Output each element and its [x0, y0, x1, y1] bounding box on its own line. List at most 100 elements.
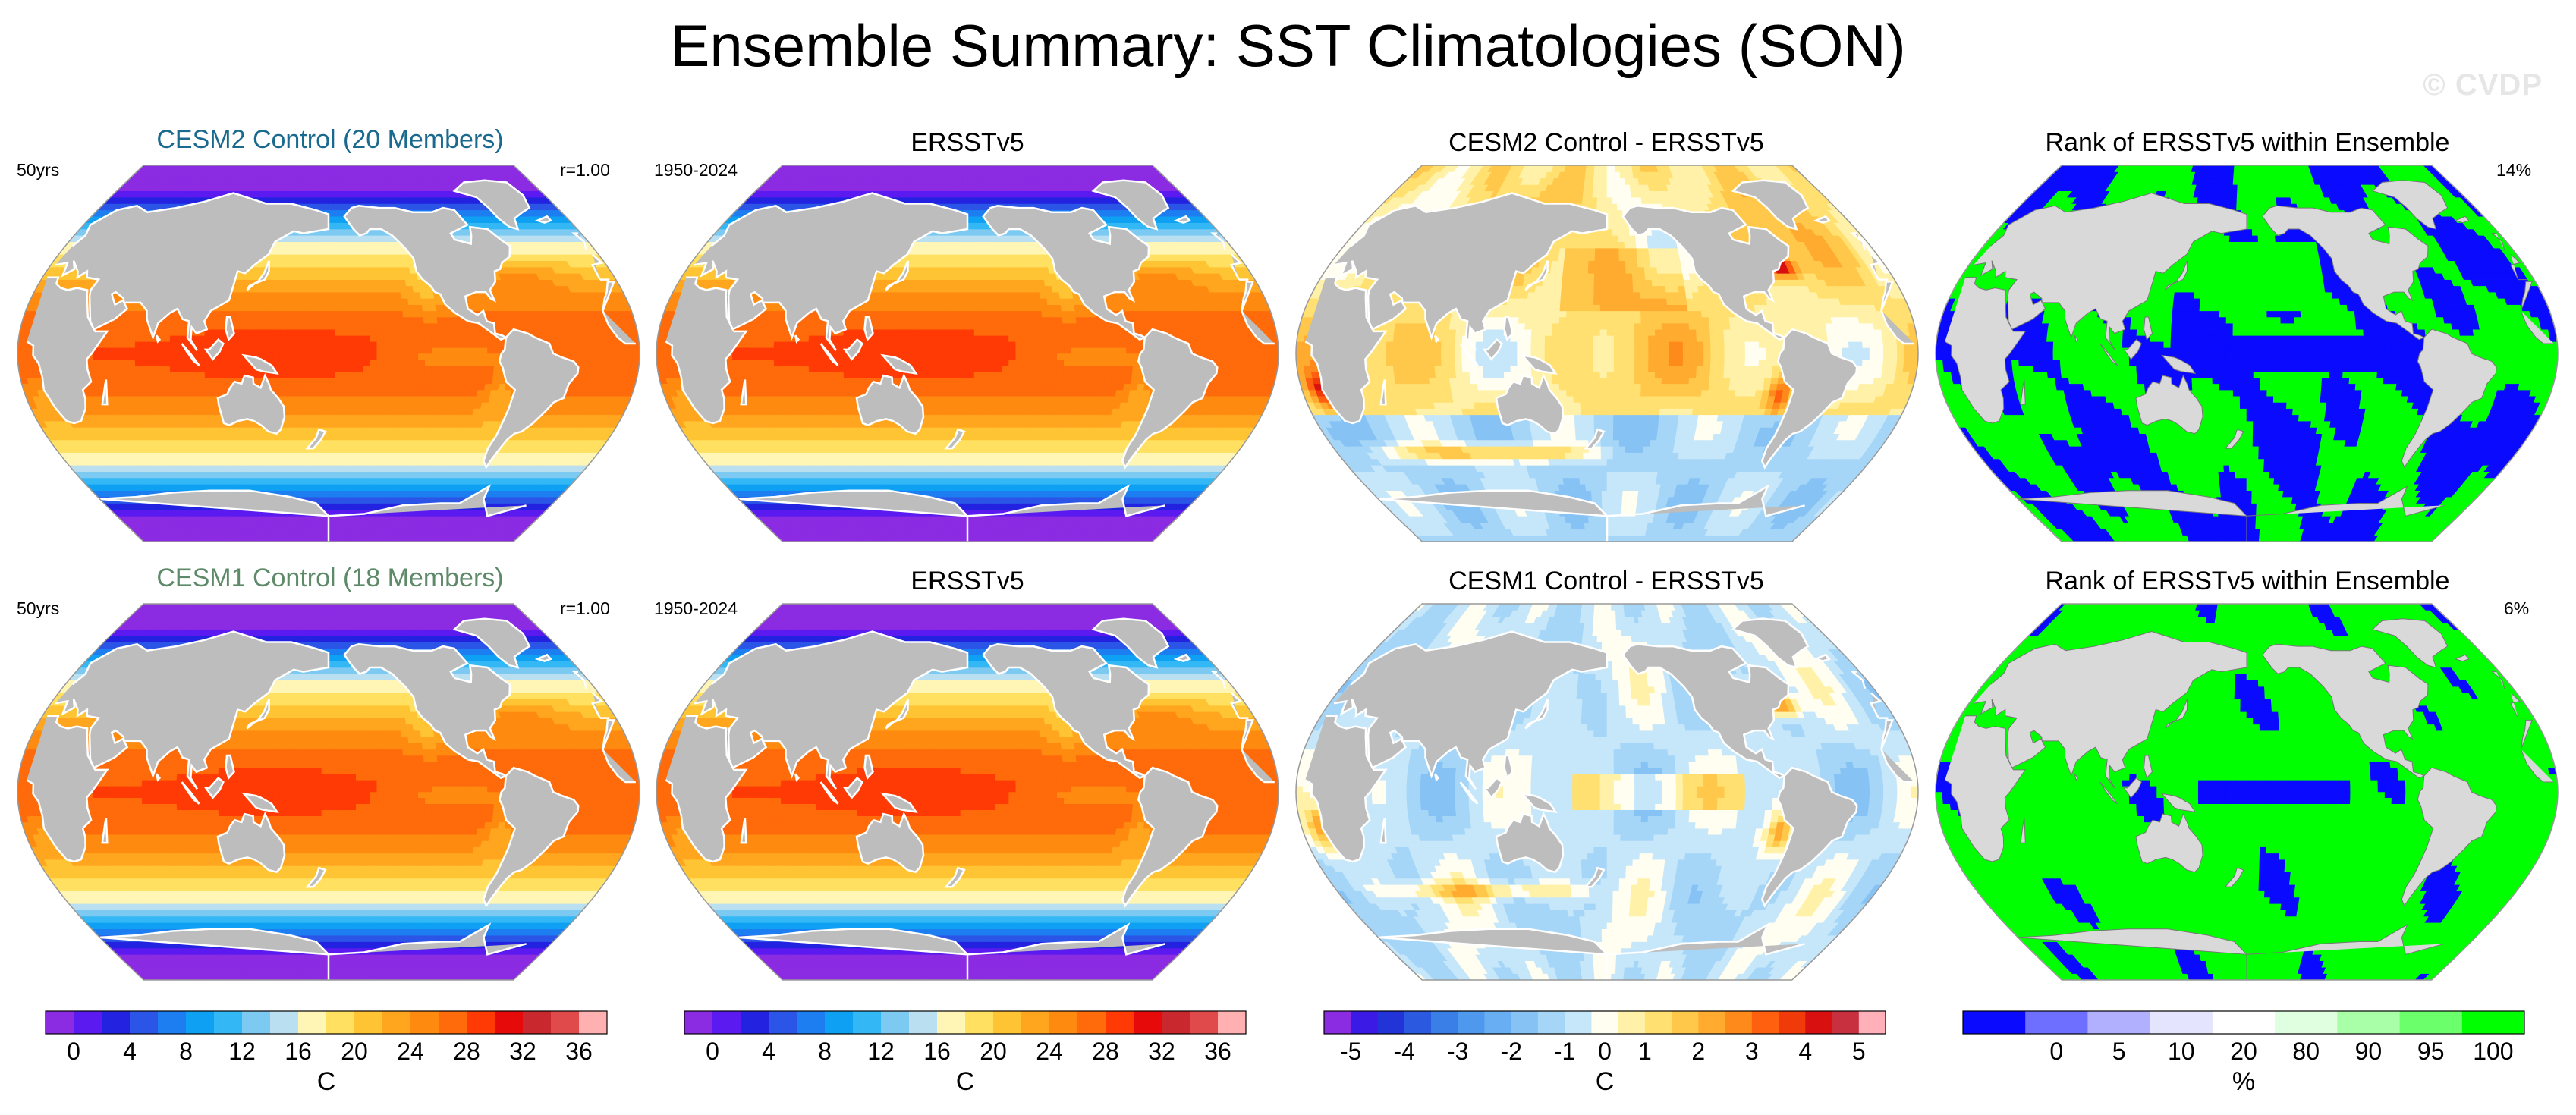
- grid-cell: [114, 347, 122, 354]
- grid-cell: [603, 365, 612, 372]
- grid-cell: [134, 347, 143, 354]
- grid-cell: [396, 383, 404, 391]
- grid-cell: [300, 316, 309, 324]
- grid-cell: [300, 359, 309, 366]
- grid-cell: [278, 433, 286, 441]
- grid-cell: [322, 452, 329, 460]
- grid-cell: [333, 484, 340, 492]
- grid-cell: [142, 371, 151, 378]
- grid-cell: [479, 328, 487, 336]
- grid-cell: [310, 254, 317, 262]
- grid-cell: [204, 335, 212, 342]
- grid-cell: [631, 359, 640, 366]
- grid-cell: [340, 247, 348, 255]
- grid-cell: [307, 359, 316, 366]
- grid-cell: [234, 304, 242, 312]
- grid-cell: [334, 241, 341, 249]
- grid-cell: [306, 528, 312, 536]
- grid-cell: [348, 389, 357, 397]
- grid-cell: [356, 347, 363, 354]
- grid-cell: [410, 328, 419, 336]
- grid-cell: [355, 335, 363, 342]
- grid-cell: [618, 359, 626, 366]
- grid-cell: [323, 196, 329, 204]
- grid-cell: [316, 260, 323, 268]
- grid-cell: [345, 247, 353, 255]
- grid-cell: [273, 383, 282, 391]
- grid-cell: [590, 341, 599, 348]
- grid-cell: [432, 353, 440, 360]
- grid-cell: [432, 347, 440, 354]
- grid-cell: [438, 328, 446, 336]
- grid-cell: [121, 353, 129, 360]
- grid-cell: [307, 310, 316, 318]
- grid-cell: [604, 353, 612, 360]
- grid-cell: [197, 335, 206, 342]
- grid-cell: [328, 298, 336, 305]
- panel-title-r1-c3: CESM2 Control - ERSSTv5: [1295, 127, 1917, 158]
- grid-cell: [632, 347, 640, 354]
- grid-cell: [376, 359, 385, 366]
- grid-cell: [135, 335, 143, 342]
- grid-cell: [458, 377, 466, 385]
- grid-cell: [369, 247, 377, 255]
- grid-cell: [328, 285, 335, 293]
- grid-cell: [294, 316, 302, 324]
- grid-cell: [251, 427, 260, 434]
- grid-cell: [315, 285, 322, 293]
- grid-cell: [583, 347, 592, 354]
- grid-cell: [333, 209, 340, 217]
- grid-cell: [354, 304, 363, 312]
- grid-cell: [321, 298, 329, 305]
- grid-cell: [343, 490, 351, 498]
- grid-cell: [556, 347, 565, 354]
- grid-cell: [128, 328, 137, 336]
- grid-cell: [341, 310, 350, 318]
- grid-cell: [212, 377, 220, 385]
- grid-cell: [341, 522, 348, 529]
- grid-cell: [177, 328, 185, 336]
- grid-cell: [363, 347, 370, 354]
- grid-cell: [162, 353, 170, 360]
- grid-cell: [438, 335, 446, 342]
- grid-cell: [333, 503, 339, 510]
- grid-cell: [386, 414, 395, 422]
- map-sst-cesm2: [17, 165, 640, 542]
- grid-cell: [176, 335, 184, 342]
- grid-cell: [238, 341, 247, 348]
- grid-cell: [321, 371, 329, 378]
- grid-cell: [328, 316, 336, 324]
- grid-cell: [396, 316, 404, 324]
- grid-cell: [307, 353, 316, 360]
- grid-cell: [421, 304, 430, 312]
- grid-cell: [294, 322, 302, 330]
- grid-cell: [296, 427, 304, 434]
- grid-cell: [107, 353, 115, 360]
- grid-cell: [348, 298, 356, 305]
- grid-cell: [300, 389, 309, 397]
- grid-cell: [339, 235, 347, 243]
- grid-cell: [298, 458, 306, 466]
- grid-cell: [328, 414, 335, 422]
- grid-cell: [477, 383, 486, 391]
- grid-cell: [310, 235, 318, 243]
- grid-cell: [304, 516, 311, 523]
- grid-cell: [266, 322, 275, 330]
- grid-cell: [332, 516, 338, 523]
- grid-cell: [121, 371, 131, 378]
- grid-cell: [300, 353, 308, 360]
- grid-cell: [355, 389, 363, 397]
- grid-cell: [164, 316, 173, 324]
- grid-cell: [322, 496, 329, 504]
- grid-cell: [348, 408, 356, 416]
- grid-cell: [328, 371, 336, 378]
- grid-cell: [252, 341, 260, 348]
- grid-cell: [316, 235, 323, 243]
- grid-cell: [355, 377, 363, 385]
- grid-cell: [335, 353, 343, 360]
- grid-cell: [122, 377, 131, 385]
- grid-cell: [321, 310, 329, 318]
- grid-cell: [581, 328, 590, 336]
- grid-cell: [304, 241, 312, 249]
- grid-cell: [287, 328, 295, 336]
